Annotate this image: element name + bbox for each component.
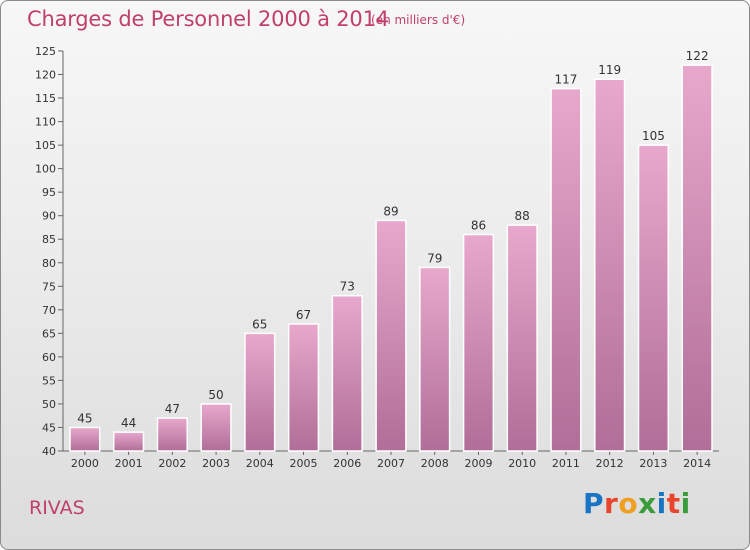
logo-letter: i (656, 487, 667, 520)
y-tick-label: 45 (42, 421, 56, 434)
data-label: 47 (165, 402, 180, 416)
x-tick-label: 2003 (202, 457, 230, 470)
data-label: 44 (121, 416, 136, 430)
logo-letter: r (604, 487, 619, 520)
data-label: 122 (686, 49, 709, 63)
y-tick-label: 120 (35, 69, 56, 82)
chart-subtitle: (en milliers d'€) (371, 13, 466, 27)
y-tick-label: 125 (35, 45, 56, 58)
x-tick-label: 2013 (639, 457, 667, 470)
data-label: 73 (340, 280, 355, 294)
bar-2005 (287, 323, 320, 452)
y-tick-label: 55 (42, 374, 56, 387)
y-tick-label: 70 (42, 304, 56, 317)
commune-name: RIVAS (29, 497, 85, 519)
y-tick-label: 85 (42, 233, 56, 246)
logo-letter: P (583, 487, 605, 520)
x-tick-label: 2011 (552, 457, 580, 470)
bar-2014 (681, 64, 713, 452)
x-tick-label: 2010 (508, 457, 536, 470)
y-tick-label: 80 (42, 257, 56, 270)
x-tick-label: 2000 (71, 457, 99, 470)
data-label: 50 (208, 388, 223, 402)
bar-2007 (375, 219, 407, 452)
x-tick-label: 2002 (158, 457, 186, 470)
data-label: 67 (296, 308, 311, 322)
y-tick-label: 95 (42, 186, 56, 199)
x-tick-label: 2006 (333, 457, 361, 470)
x-tick-label: 2001 (115, 457, 143, 470)
axes: 40 45 50 55 60 65 70 75 80 85 90 95 100 105 110 115 120 1… (35, 45, 719, 470)
bar-2001 (112, 431, 145, 452)
y-tick-label: 40 (42, 445, 56, 458)
bar-2002 (156, 417, 188, 452)
data-label: 119 (598, 63, 621, 77)
y-tick-label: 105 (35, 139, 56, 152)
y-tick-label: 100 (35, 163, 56, 176)
bar-2004 (244, 332, 276, 452)
bar-2000 (69, 426, 101, 452)
bar-2003 (200, 403, 232, 452)
y-tick-label: 75 (42, 280, 56, 293)
bar-2010 (506, 224, 538, 452)
y-tick-label: 60 (42, 351, 56, 364)
bar-2011 (550, 87, 582, 452)
data-label: 65 (252, 317, 267, 331)
proxiti-logo[interactable]: Proxiti (583, 487, 691, 520)
x-tick-label: 2005 (290, 457, 318, 470)
data-label: 45 (77, 411, 92, 425)
logo-letter: x (638, 487, 657, 520)
data-label: 89 (383, 204, 398, 218)
y-tick-label: 110 (35, 116, 56, 129)
x-tick-label: 2004 (246, 457, 274, 470)
x-tick-label: 2009 (464, 457, 492, 470)
bar-2012 (594, 78, 626, 452)
x-tick-label: 2014 (683, 457, 711, 470)
y-tick-label: 115 (35, 92, 56, 105)
x-tick-label: 2012 (596, 457, 624, 470)
y-tick-label: 50 (42, 398, 56, 411)
bar-2013 (637, 144, 670, 452)
chart-title: Charges de Personnel 2000 à 2014 (27, 7, 389, 31)
data-label: 105 (642, 129, 665, 143)
bar-2006 (331, 294, 363, 452)
bar-2009 (462, 233, 495, 452)
bar-2008 (419, 266, 451, 452)
data-label: 79 (427, 251, 442, 265)
x-tick-label: 2008 (421, 457, 449, 470)
data-label: 86 (471, 219, 486, 233)
y-tick-label: 90 (42, 210, 56, 223)
x-tick-label: 2007 (377, 457, 405, 470)
logo-letter: o (618, 487, 639, 520)
y-tick-label: 65 (42, 327, 56, 340)
logo-letter: t (666, 487, 681, 520)
data-label: 117 (554, 73, 577, 87)
logo-letter: i (680, 487, 691, 520)
bars: 45 44 47 50 65 67 73 89 79 86 88 117 119 105 122 (69, 49, 713, 452)
data-label: 88 (515, 209, 530, 223)
